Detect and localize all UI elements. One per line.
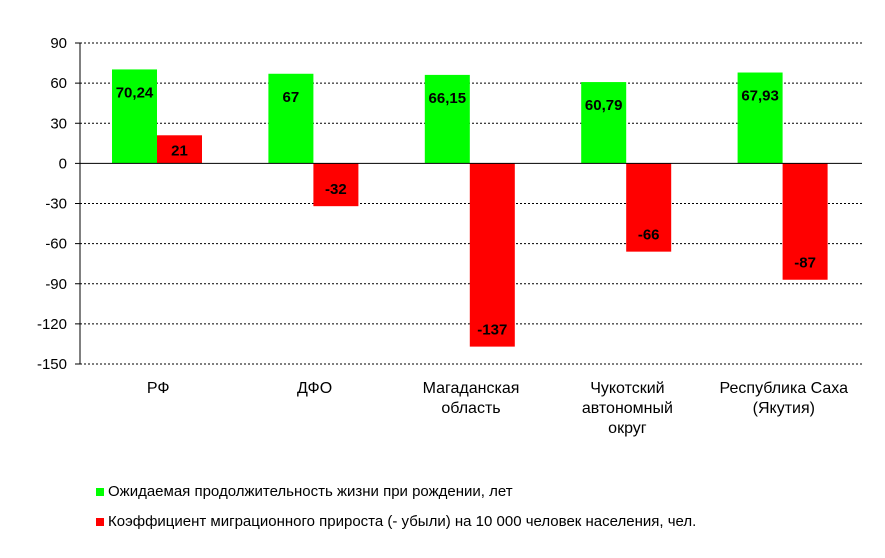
y-tick-label: 90 <box>50 35 67 52</box>
y-tick-label: 0 <box>59 155 67 172</box>
data-label: 60,79 <box>585 97 623 114</box>
data-labels: 70,24 67 66,15 60,79 67,93 21 -32 -137 -66 -87 <box>116 84 816 338</box>
data-label: -32 <box>325 181 347 198</box>
bar-series-0-cat-1 <box>268 73 314 164</box>
legend-item-migration: Коэффициент миграционного прироста (- уб… <box>96 513 696 530</box>
x-axis: РФ ДФО Магаданская область Чукотский автономн… <box>80 162 862 437</box>
category-label: ДФО <box>297 380 332 397</box>
category-label: Республика Саха <box>720 380 849 397</box>
bar-series-1-cat-3 <box>626 163 672 252</box>
bar-series-0-cat-0 <box>112 69 157 164</box>
bar-series-0-cat-2 <box>424 74 470 164</box>
legend-item-life-expectancy: Ожидаемая продолжительность жизни при ро… <box>96 483 513 500</box>
data-label: 21 <box>171 142 188 159</box>
legend-swatch-red <box>96 517 104 526</box>
data-label: 67,93 <box>741 88 779 105</box>
legend-label-migration: Коэффициент миграционного прироста (- уб… <box>108 513 697 530</box>
legend-label-life-expectancy: Ожидаемая продолжительность жизни при ро… <box>108 483 513 500</box>
y-tick-label: -90 <box>45 276 67 293</box>
data-label: -66 <box>638 227 660 244</box>
bar-series-1-cat-2 <box>469 163 515 347</box>
data-label: -137 <box>477 322 507 339</box>
y-tick-label: -30 <box>45 196 67 213</box>
category-label: РФ <box>147 380 170 397</box>
y-tick-label: -120 <box>37 316 67 333</box>
category-label: округ <box>608 420 647 437</box>
category-label: Магаданская <box>423 380 520 397</box>
data-label: -87 <box>794 255 816 272</box>
y-tick-label: -150 <box>37 356 67 373</box>
bar-series-1-cat-0 <box>157 135 202 164</box>
y-tick-label: 60 <box>50 75 67 92</box>
data-label: 67 <box>283 89 300 106</box>
bars <box>112 69 828 347</box>
bar-series-0-cat-3 <box>581 82 627 164</box>
data-label: 66,15 <box>429 90 467 107</box>
bar-series-1-cat-4 <box>782 163 828 280</box>
category-label: автономный <box>582 400 673 417</box>
category-label: (Якутия) <box>753 400 815 417</box>
y-tick-label: 30 <box>50 115 67 132</box>
data-label: 70,24 <box>116 84 154 101</box>
y-tick-label: -60 <box>45 236 67 253</box>
bar-series-1-cat-1 <box>313 163 359 207</box>
category-label: область <box>441 400 500 417</box>
bar-series-0-cat-4 <box>737 72 783 164</box>
legend-swatch-green <box>96 487 104 496</box>
y-axis: 90 60 30 0 -30 -60 -90 -120 -150 <box>37 35 81 373</box>
category-label: Чукотский <box>590 380 664 397</box>
